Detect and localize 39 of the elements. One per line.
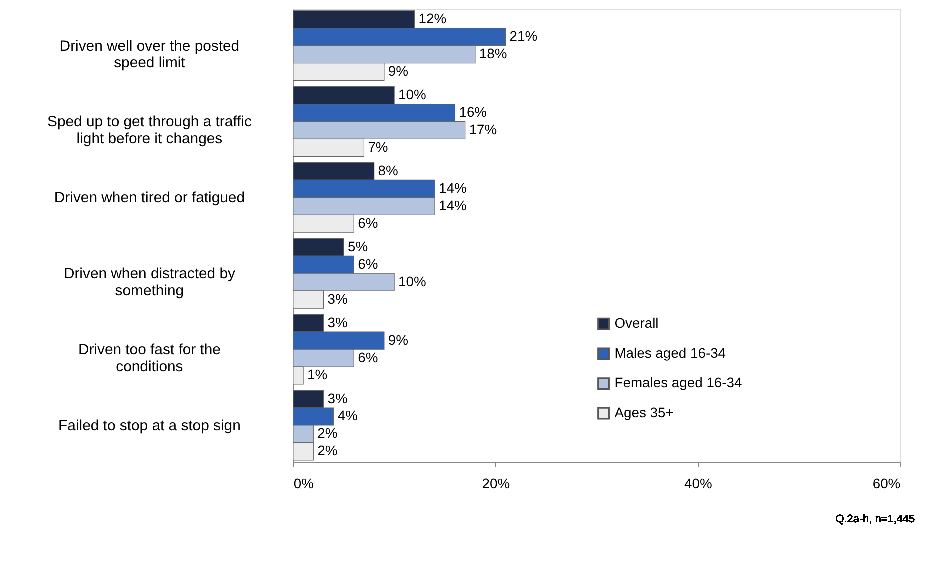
data-label: 14% bbox=[438, 197, 467, 214]
data-label: 3% bbox=[328, 390, 348, 406]
data-label: 3% bbox=[328, 314, 348, 330]
x-tick-label: 60% bbox=[872, 475, 901, 492]
data-label: 16% bbox=[459, 104, 488, 120]
data-label: 1% bbox=[308, 366, 328, 383]
data-label: 6% bbox=[358, 256, 378, 272]
legend-label: Males aged 16-34 bbox=[614, 344, 726, 361]
data-label: 4% bbox=[338, 408, 358, 424]
data-label: 9% bbox=[388, 62, 409, 79]
legend-label: Females aged 16-34 bbox=[614, 374, 743, 391]
data-label: 9% bbox=[388, 332, 409, 348]
data-label: 17% bbox=[469, 121, 498, 138]
y-tick-label: Driven when tired or fatigued bbox=[54, 190, 245, 207]
data-label: 3% bbox=[328, 290, 348, 307]
legend-label: Ages 35+ bbox=[614, 404, 674, 421]
data-label: 2% bbox=[318, 442, 338, 459]
data-label: 10% bbox=[398, 86, 426, 103]
data-label: 5% bbox=[348, 238, 368, 254]
y-tick-label: Driven too fast for the conditions bbox=[78, 342, 221, 376]
data-label: 7% bbox=[368, 138, 388, 155]
text: Q.2a-h, n=1,445 bbox=[836, 514, 916, 526]
x-tick-label: 20% bbox=[482, 475, 510, 492]
x-tick-label: 0% bbox=[294, 475, 314, 492]
y-tick-label: Sped up to get through a traffic light before it changes bbox=[47, 114, 252, 148]
data-label: 8% bbox=[378, 162, 398, 178]
data-label: 18% bbox=[479, 46, 508, 62]
data-label: 2% bbox=[318, 425, 338, 442]
data-label: 12% bbox=[418, 10, 447, 27]
data-label: 14% bbox=[438, 180, 467, 196]
y-tick-label: Driven well over the posted speed limit bbox=[60, 38, 240, 72]
x-tick-label: 40% bbox=[684, 475, 712, 492]
y-tick-label: Failed to stop at a stop sign bbox=[58, 417, 241, 434]
legend-label: Overall bbox=[614, 315, 659, 332]
data-label: 6% bbox=[358, 214, 378, 231]
y-tick-label: Driven when distracted by something bbox=[64, 266, 236, 300]
data-label: 6% bbox=[358, 349, 378, 366]
data-label: 10% bbox=[398, 273, 426, 290]
data-label: 21% bbox=[510, 28, 538, 44]
